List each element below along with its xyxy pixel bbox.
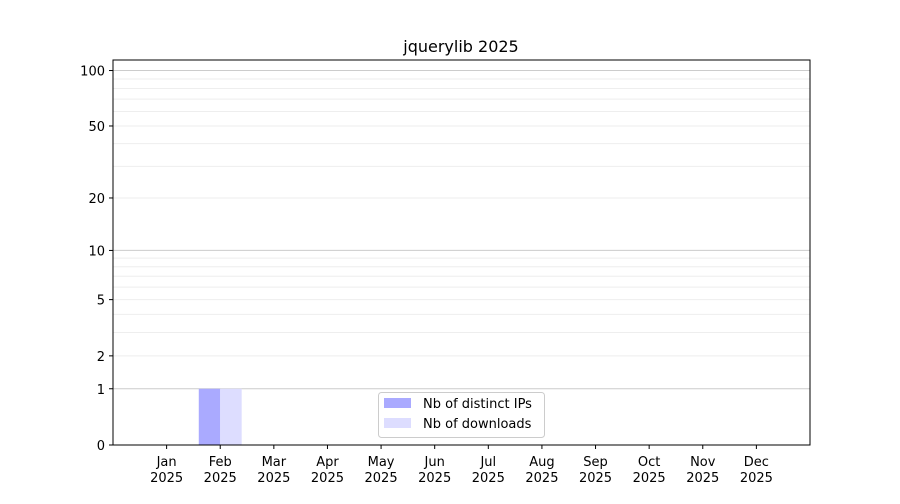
plot-frame	[112, 59, 811, 446]
chart-title: jquerylib 2025	[402, 37, 518, 56]
y-tick-label: 1	[97, 383, 105, 398]
y-tick-label: 0	[97, 439, 105, 454]
legend-swatch	[384, 398, 411, 408]
x-tick-label: May 2025	[365, 455, 398, 486]
x-tick-label: Oct 2025	[633, 455, 666, 486]
x-tick-label: Jul 2025	[472, 455, 505, 486]
legend-label: Nb of distinct IPs	[423, 397, 532, 412]
x-tick-label: Jun 2025	[418, 455, 451, 486]
x-tick-label: Feb 2025	[204, 455, 237, 486]
y-tick-label: 10	[88, 244, 105, 259]
bar-nb-of-distinct-ips	[198, 388, 221, 445]
x-tick-label: Mar 2025	[257, 455, 290, 486]
x-tick-label: Sep 2025	[579, 455, 612, 486]
y-tick-label: 5	[97, 294, 105, 309]
y-tick-label: 100	[80, 65, 105, 80]
y-tick-label: 20	[88, 192, 105, 207]
x-tick-label: Apr 2025	[311, 455, 344, 486]
legend: Nb of distinct IPs Nb of downloads	[378, 392, 545, 438]
x-tick-label: Nov 2025	[686, 455, 719, 486]
x-tick-label: Jan 2025	[150, 455, 183, 486]
x-tick-label: Aug 2025	[525, 455, 558, 486]
bar-nb-of-downloads	[220, 388, 242, 445]
legend-box	[378, 392, 545, 438]
legend-swatch	[384, 418, 411, 428]
x-tick-label: Dec 2025	[740, 455, 773, 486]
y-tick-label: 2	[97, 350, 105, 365]
legend-label: Nb of downloads	[423, 417, 532, 432]
y-tick-label: 50	[88, 120, 105, 135]
